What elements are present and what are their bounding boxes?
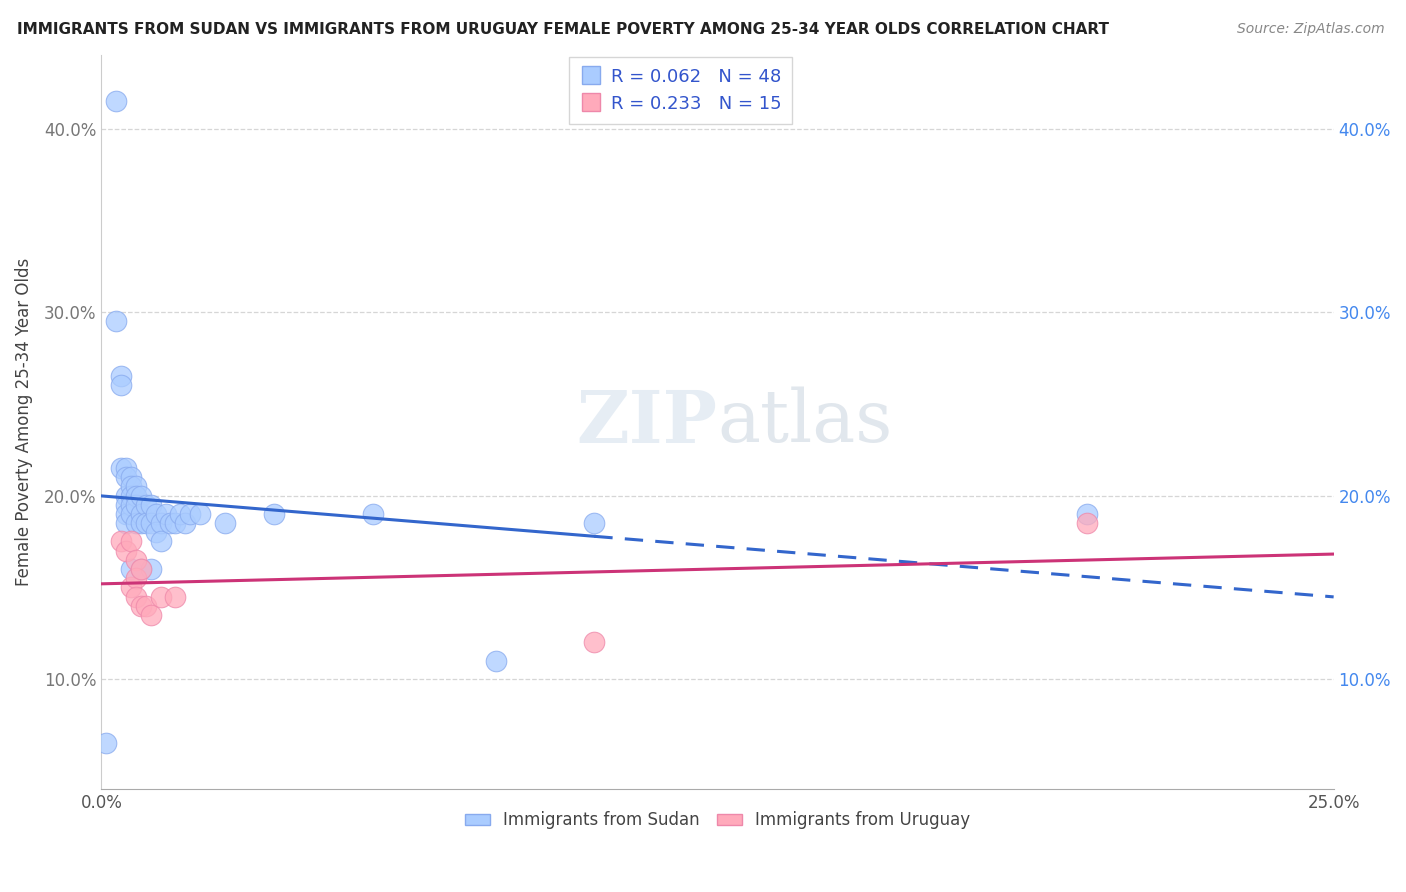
- Point: [110, 369, 132, 384]
- Y-axis label: Female Poverty Among 25-34 Year Olds: Female Poverty Among 25-34 Year Olds: [15, 258, 32, 586]
- Point: [139, 562, 162, 576]
- Text: atlas: atlas: [717, 387, 893, 458]
- Point: [110, 461, 132, 475]
- Point: [105, 314, 128, 328]
- Point: [115, 498, 138, 512]
- Point: [139, 516, 162, 530]
- Point: [174, 516, 197, 530]
- Point: [361, 507, 384, 521]
- Point: [135, 516, 157, 530]
- Point: [120, 507, 142, 521]
- Point: [115, 489, 138, 503]
- Point: [129, 507, 152, 521]
- Point: [120, 562, 142, 576]
- Point: [145, 507, 167, 521]
- Point: [583, 516, 606, 530]
- Point: [1076, 507, 1098, 521]
- Point: [125, 489, 148, 503]
- Point: [139, 498, 162, 512]
- Point: [120, 470, 142, 484]
- Point: [159, 516, 181, 530]
- Point: [485, 654, 508, 668]
- Point: [129, 516, 152, 530]
- Point: [179, 507, 201, 521]
- Point: [120, 580, 142, 594]
- Point: [115, 470, 138, 484]
- Point: [110, 378, 132, 392]
- Point: [135, 498, 157, 512]
- Point: [120, 479, 142, 493]
- Point: [125, 516, 148, 530]
- Point: [1076, 516, 1098, 530]
- Point: [129, 599, 152, 613]
- Point: [165, 516, 187, 530]
- Point: [155, 507, 177, 521]
- Point: [169, 507, 191, 521]
- Point: [188, 507, 211, 521]
- Point: [125, 479, 148, 493]
- Text: Source: ZipAtlas.com: Source: ZipAtlas.com: [1237, 22, 1385, 37]
- Point: [165, 590, 187, 604]
- Point: [96, 736, 118, 750]
- Point: [125, 498, 148, 512]
- Point: [149, 516, 172, 530]
- Point: [129, 489, 152, 503]
- Point: [214, 516, 236, 530]
- Point: [115, 543, 138, 558]
- Legend: Immigrants from Sudan, Immigrants from Uruguay: Immigrants from Sudan, Immigrants from U…: [458, 805, 977, 836]
- Point: [263, 507, 285, 521]
- Point: [135, 599, 157, 613]
- Point: [125, 590, 148, 604]
- Point: [149, 534, 172, 549]
- Point: [120, 489, 142, 503]
- Point: [145, 525, 167, 540]
- Point: [115, 507, 138, 521]
- Point: [125, 571, 148, 585]
- Point: [149, 590, 172, 604]
- Point: [115, 461, 138, 475]
- Point: [105, 94, 128, 108]
- Point: [129, 562, 152, 576]
- Point: [120, 498, 142, 512]
- Point: [110, 534, 132, 549]
- Point: [120, 534, 142, 549]
- Point: [583, 635, 606, 649]
- Point: [139, 607, 162, 622]
- Text: ZIP: ZIP: [576, 386, 717, 458]
- Point: [125, 553, 148, 567]
- Point: [115, 516, 138, 530]
- Point: [129, 562, 152, 576]
- Text: IMMIGRANTS FROM SUDAN VS IMMIGRANTS FROM URUGUAY FEMALE POVERTY AMONG 25-34 YEAR: IMMIGRANTS FROM SUDAN VS IMMIGRANTS FROM…: [17, 22, 1109, 37]
